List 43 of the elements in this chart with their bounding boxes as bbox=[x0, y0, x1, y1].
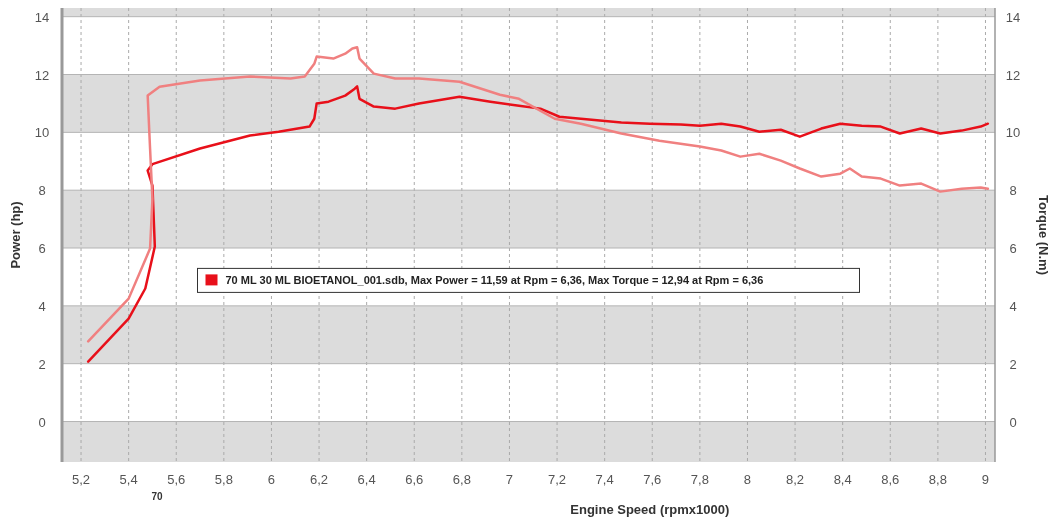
x-tick-label: 6,4 bbox=[357, 472, 376, 487]
x-tick-label: 7,4 bbox=[595, 472, 614, 487]
y2-tick-label: 8 bbox=[1009, 183, 1017, 199]
text: 70 bbox=[151, 491, 163, 502]
y2-tick-label: 6 bbox=[1009, 241, 1017, 257]
y-tick-label: 10 bbox=[34, 125, 50, 141]
x-tick-label: 7 bbox=[505, 472, 514, 487]
x-tick-label: 8,8 bbox=[928, 472, 947, 487]
y2-tick-label: 0 bbox=[1009, 414, 1017, 430]
y-tick-label: 12 bbox=[34, 67, 50, 83]
y2-tick-label: 10 bbox=[1005, 125, 1021, 141]
x-tick-label: 8,2 bbox=[786, 472, 805, 487]
x-axis-title: Engine Speed (rpmx1000) bbox=[570, 502, 730, 517]
x-tick-label: 8,6 bbox=[881, 472, 900, 487]
y2-axis-title: Torque (N.m) bbox=[1036, 195, 1051, 275]
y-tick-label: 2 bbox=[38, 356, 46, 372]
y-tick-label: 14 bbox=[34, 9, 50, 25]
y2-tick-label: 12 bbox=[1005, 67, 1021, 83]
y2-tick-label: 4 bbox=[1009, 298, 1017, 314]
y-tick-label: 4 bbox=[38, 298, 46, 314]
x-tick-label: 8 bbox=[743, 472, 752, 487]
x-tick-label: 5,2 bbox=[72, 472, 91, 487]
x-tick-label: 6,6 bbox=[405, 472, 424, 487]
x-tick-label: 7,8 bbox=[690, 472, 709, 487]
x-tick-label: 7,6 bbox=[643, 472, 662, 487]
line-series bbox=[86, 46, 990, 343]
x-tick-label: 6,2 bbox=[310, 472, 329, 487]
legend-label: 70 ML 30 ML BIOETANOL_001.sdb, Max Power = 11,59 at Rpm = 6,36, Max Torque = 12,94 at Rpm = 6,36 bbox=[225, 274, 764, 287]
y-tick-label: 0 bbox=[38, 414, 46, 430]
y-tick-label: 8 bbox=[38, 183, 46, 199]
y-axis-title: Power (hp) bbox=[8, 201, 23, 269]
x-tick-label: 5,4 bbox=[119, 472, 138, 487]
x-tick-label: 6 bbox=[267, 472, 276, 487]
x-tick-label: 5,8 bbox=[214, 472, 233, 487]
x-tick-label: 5,6 bbox=[167, 472, 186, 487]
x-tick-label: 8,4 bbox=[833, 472, 852, 487]
line-series bbox=[86, 85, 990, 363]
x-tick-label: 7,2 bbox=[548, 472, 567, 487]
x-tick-label: 6,8 bbox=[452, 472, 471, 487]
y2-tick-label: 14 bbox=[1005, 9, 1021, 25]
x-tick-label: 9 bbox=[981, 472, 990, 487]
y-tick-label: 6 bbox=[38, 241, 46, 257]
y2-tick-label: 2 bbox=[1009, 356, 1017, 372]
